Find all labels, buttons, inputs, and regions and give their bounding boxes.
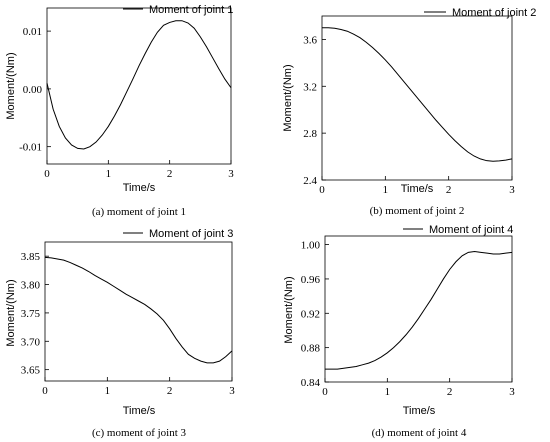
panel-c: Moment of joint 3 Moment/(Nm) Time/s (c)… [5,228,235,439]
x-tick-label: 1 [106,168,112,180]
y-tick-label: 1.00 [301,240,321,252]
x-tick-label: 2 [446,184,452,196]
y-tick-label: 3.2 [303,81,317,93]
panel-a: Moment of joint 1 Moment/(Nm) Time/s (a)… [5,4,234,218]
x-axis-title: Time/s [123,405,156,417]
series-line [325,250,513,370]
x-tick-label: 1 [385,386,391,398]
x-tick-label: 1 [105,385,111,397]
x-tick-label: 0 [42,385,48,397]
y-tick-label: 3.85 [21,251,41,263]
plot-frame [44,241,233,382]
y-axis-title: Moment/(Nm) [5,279,17,346]
y-tick-label: 3.6 [303,34,317,46]
plot-frame [324,235,513,383]
x-tick-label: 3 [509,184,515,196]
x-tick-label: 2 [447,386,453,398]
series-line [322,27,513,162]
legend-entry: Moment of joint 4 [429,224,513,236]
caption: (c) moment of joint 3 [92,427,187,439]
y-tick-label: 2.4 [303,175,317,187]
x-tick-label: 3 [228,168,234,180]
legend-entry: Moment of joint 1 [149,4,233,16]
series-line [46,20,232,150]
y-tick-label: 0.84 [301,377,321,389]
panel-d: Moment of joint 4 Moment/(Nm) Time/s (d)… [283,224,515,439]
y-tick-label: 3.65 [21,365,41,377]
plot-frame [321,15,513,181]
y-tick-label: -0.01 [19,142,42,154]
caption: (b) moment of joint 2 [370,205,465,217]
x-axis-title: Time/s [123,182,156,194]
x-tick-label: 3 [509,386,515,398]
y-tick-label: 0.01 [23,26,42,38]
y-tick-label: 0.96 [301,274,321,286]
series-line [44,256,233,364]
caption: (a) moment of joint 1 [92,206,186,218]
caption: (d) moment of joint 4 [372,427,467,439]
x-tick-label: 0 [44,168,50,180]
y-tick-label: 3.70 [21,336,41,348]
y-tick-label: 0.92 [301,308,320,320]
x-tick-label: 2 [167,385,173,397]
y-axis-title: Moment/(Nm) [283,276,295,343]
y-tick-label: 3.75 [21,308,41,320]
legend-entry: Moment of joint 3 [149,228,233,240]
x-tick-label: 0 [319,184,325,196]
y-axis-title: Moment/(Nm) [282,64,294,131]
y-tick-label: 0.00 [23,84,43,96]
panel-b: Moment of joint 2 Moment/(Nm) Time/s (b)… [282,7,536,217]
legend-entry: Moment of joint 2 [452,7,536,19]
x-tick-label: 2 [167,168,173,180]
y-axis-title: Moment/(Nm) [5,52,17,119]
x-tick-label: 3 [229,385,235,397]
x-axis-title: Time/s [403,405,436,417]
x-tick-label: 1 [383,184,389,196]
x-axis-title: Time/s [401,183,434,195]
y-tick-label: 2.8 [303,128,317,140]
y-tick-label: 3.80 [21,280,41,292]
plot-frame [46,7,232,165]
y-tick-label: 0.88 [301,343,321,355]
x-tick-label: 0 [322,386,328,398]
